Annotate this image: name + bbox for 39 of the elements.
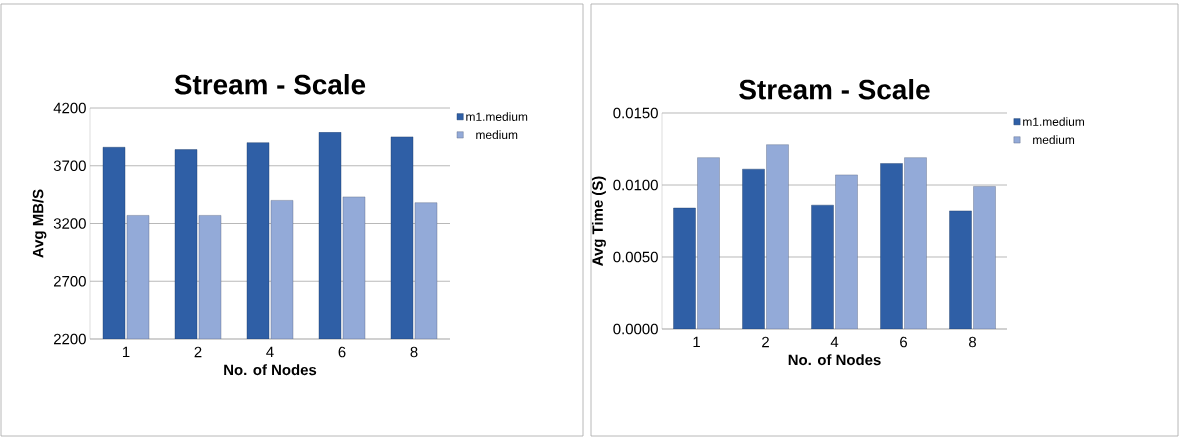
bar [949, 210, 972, 329]
x-tick-label: 8 [969, 336, 977, 348]
bar [973, 186, 996, 329]
legend-label: m1.medium [466, 112, 528, 121]
x-axis-title: No. of Nodes [224, 364, 317, 376]
x-tick-label: 6 [900, 336, 908, 348]
bar [697, 157, 720, 329]
y-tick-label: 0.0150 [613, 107, 658, 119]
legend-label: medium [1033, 135, 1075, 145]
bar [742, 168, 765, 329]
y-tick-label: 2200 [53, 333, 86, 345]
chart-title: Stream - Scale [739, 79, 930, 100]
legend-label: m1.medium [1023, 117, 1085, 126]
x-tick-label: 2 [762, 336, 769, 348]
y-axis-title: Avg Time (S) [591, 176, 606, 266]
y-axis-title: Avg MB/S [32, 189, 47, 258]
bar [904, 157, 927, 329]
x-axis-title: No. of Nodes [788, 354, 881, 366]
y-tick-label: 3700 [53, 160, 86, 172]
x-tick-label: 8 [410, 346, 418, 358]
bar [673, 207, 696, 329]
x-tick-label: 4 [266, 346, 274, 358]
bar [880, 163, 903, 329]
chart-title: Stream - Scale [174, 74, 366, 95]
y-tick-label: 0.0000 [613, 323, 658, 335]
y-tick-label: 0.0050 [613, 251, 658, 263]
legend-label: medium [476, 130, 518, 140]
x-tick-label: 1 [693, 336, 700, 348]
y-tick-label: 0.0100 [613, 179, 658, 191]
x-tick-label: 6 [338, 346, 346, 358]
x-tick-label: 1 [122, 346, 130, 358]
y-tick-label: 3200 [53, 218, 86, 229]
bar [811, 204, 834, 329]
y-tick-label: 4200 [53, 102, 86, 114]
bar [835, 174, 858, 329]
x-tick-label: 2 [194, 346, 202, 358]
y-tick-label: 2700 [53, 275, 86, 287]
bar [766, 144, 789, 329]
x-tick-label: 4 [830, 336, 839, 348]
